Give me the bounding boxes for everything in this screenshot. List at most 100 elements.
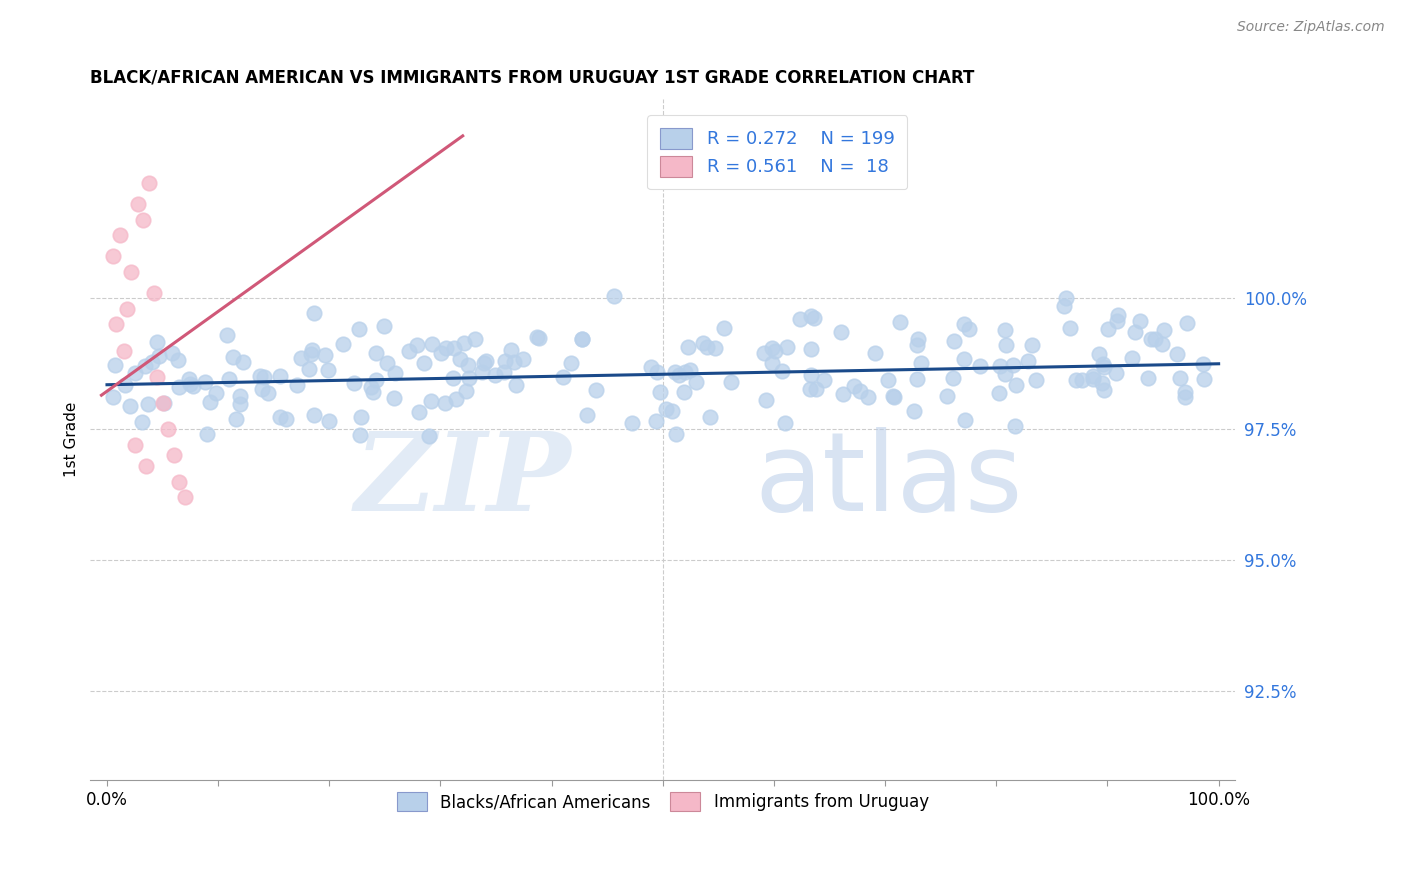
Point xyxy=(218,372,240,386)
Point xyxy=(661,404,683,418)
Point xyxy=(832,387,855,401)
Point xyxy=(229,397,252,411)
Point xyxy=(343,376,366,391)
Point xyxy=(225,412,247,426)
Point xyxy=(169,380,191,394)
Point xyxy=(1081,369,1104,384)
Point xyxy=(813,373,835,387)
Point xyxy=(713,321,735,335)
Point xyxy=(877,373,900,387)
Point xyxy=(505,377,527,392)
Point xyxy=(166,352,188,367)
Point xyxy=(856,390,879,404)
Point xyxy=(135,458,157,473)
Legend: Blacks/African Americans, Immigrants from Uruguay: Blacks/African Americans, Immigrants fro… xyxy=(385,780,941,823)
Point xyxy=(434,341,457,355)
Point xyxy=(789,311,811,326)
Point xyxy=(1083,372,1105,386)
Point xyxy=(124,438,146,452)
Point xyxy=(1166,347,1188,361)
Point xyxy=(112,343,135,358)
Point xyxy=(101,390,124,404)
Point xyxy=(350,410,373,425)
Text: atlas: atlas xyxy=(755,427,1024,534)
Point xyxy=(804,383,827,397)
Point xyxy=(993,367,1015,381)
Point xyxy=(443,341,465,355)
Point xyxy=(110,228,132,243)
Point xyxy=(249,368,271,383)
Point xyxy=(1097,322,1119,336)
Point xyxy=(953,317,976,331)
Point xyxy=(942,371,965,385)
Point xyxy=(253,370,276,384)
Point xyxy=(1192,372,1215,386)
Point xyxy=(955,413,977,427)
Point xyxy=(141,354,163,368)
Text: BLACK/AFRICAN AMERICAN VS IMMIGRANTS FROM URUGUAY 1ST GRADE CORRELATION CHART: BLACK/AFRICAN AMERICAN VS IMMIGRANTS FRO… xyxy=(90,69,974,87)
Point xyxy=(882,389,904,403)
Point xyxy=(776,340,799,354)
Point xyxy=(457,358,479,372)
Point xyxy=(752,346,775,360)
Point xyxy=(298,361,321,376)
Point xyxy=(585,384,607,398)
Point xyxy=(1004,419,1026,434)
Point xyxy=(942,334,965,349)
Point xyxy=(398,343,420,358)
Point xyxy=(953,352,976,367)
Point xyxy=(495,354,517,368)
Point xyxy=(408,405,430,419)
Point xyxy=(849,384,872,398)
Point xyxy=(907,332,929,346)
Point xyxy=(1174,390,1197,404)
Point xyxy=(830,325,852,339)
Point xyxy=(120,265,142,279)
Point xyxy=(1005,378,1028,392)
Point xyxy=(484,368,506,382)
Point xyxy=(526,330,548,344)
Point xyxy=(994,338,1017,352)
Point xyxy=(527,331,550,345)
Point xyxy=(1059,321,1081,335)
Point xyxy=(655,402,678,417)
Point xyxy=(1137,370,1160,384)
Point xyxy=(138,176,160,190)
Point xyxy=(142,286,165,301)
Point xyxy=(1153,323,1175,337)
Point xyxy=(285,378,308,392)
Point xyxy=(222,350,245,364)
Point xyxy=(1123,325,1146,339)
Point xyxy=(363,385,385,400)
Point xyxy=(314,349,336,363)
Point xyxy=(1053,299,1076,313)
Point xyxy=(576,408,599,422)
Point xyxy=(696,340,718,354)
Point xyxy=(672,384,695,399)
Point xyxy=(620,416,643,430)
Point xyxy=(1017,353,1039,368)
Point xyxy=(1088,347,1111,361)
Point xyxy=(1129,314,1152,328)
Point xyxy=(332,336,354,351)
Point xyxy=(200,395,222,409)
Point xyxy=(269,409,291,424)
Point xyxy=(553,369,575,384)
Point xyxy=(512,352,534,367)
Point xyxy=(645,414,668,428)
Point xyxy=(104,358,127,372)
Point xyxy=(464,331,486,345)
Text: ZIP: ZIP xyxy=(354,427,571,534)
Point xyxy=(131,212,153,227)
Point xyxy=(419,393,441,408)
Point xyxy=(763,343,786,358)
Point xyxy=(115,301,138,316)
Point xyxy=(1025,373,1047,387)
Point xyxy=(457,370,479,384)
Point xyxy=(1021,338,1043,352)
Point xyxy=(673,365,696,379)
Point xyxy=(699,409,721,424)
Point xyxy=(800,343,823,357)
Point xyxy=(1056,291,1078,305)
Point xyxy=(571,332,593,346)
